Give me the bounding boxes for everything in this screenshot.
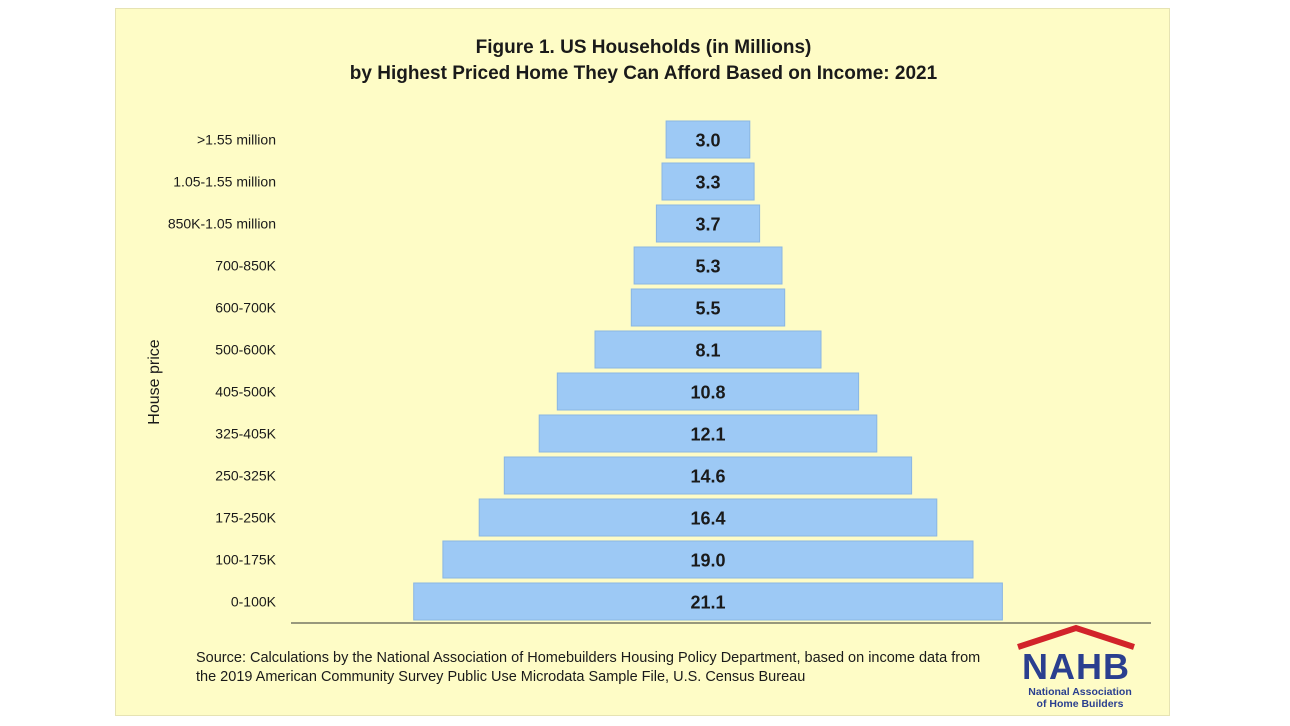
bar-value-label: 5.3 [695,257,720,277]
chart-subtitle: by Highest Priced Home They Can Afford B… [349,63,938,84]
category-tick-label: 100-175K [215,552,276,568]
category-tick-label: 850K-1.05 million [168,216,276,232]
y-axis-label: House price [146,339,163,424]
category-tick-label: 1.05-1.55 million [173,174,276,190]
bar-value-label: 14.6 [690,467,725,487]
bar-3 [633,246,783,285]
category-tick-label: 325-405K [215,426,276,442]
bar-value-label: 10.8 [690,383,725,403]
bar-0 [665,120,751,159]
bar-2 [655,204,761,243]
bar-value-label: 19.0 [690,551,725,571]
logo-subtitle-line2: of Home Builders [1037,698,1124,710]
bar-value-label: 21.1 [690,593,725,613]
bar-6 [556,372,860,411]
category-tick-label: 250-325K [215,468,276,484]
chart-panel: Figure 1. US Households (in Millions) by… [115,8,1170,716]
logo-subtitle-line1: National Association [1028,686,1131,698]
bar-5 [594,330,822,369]
bar-7 [538,414,878,453]
bar-4 [630,288,786,327]
pyramid-bar-chart: House price 3.0 >1.55 million 3.3 1.05-1.55… [146,120,1151,624]
bar-value-label: 3.0 [695,131,720,151]
chart-title: Figure 1. US Households (in Millions) [475,37,812,58]
category-tick-label: 0-100K [231,594,277,610]
roof-icon [1017,624,1135,650]
logo-wordmark: NAHB [1022,646,1130,687]
category-tick-label: 600-700K [215,300,276,316]
category-tick-label: 500-600K [215,342,276,358]
bar-11 [413,582,1003,621]
source-note: Source: Calculations by the National Ass… [196,650,981,685]
bar-9 [478,498,938,537]
bar-1 [661,162,755,201]
bar-value-label: 8.1 [695,341,720,361]
bar-10 [442,540,974,579]
bar-value-label: 3.7 [695,215,720,235]
category-tick-label: 700-850K [215,258,276,274]
bar-8 [503,456,913,495]
bar-value-label: 3.3 [695,173,720,193]
category-tick-label: >1.55 million [197,132,276,148]
bar-value-label: 5.5 [695,299,720,319]
category-tick-label: 405-500K [215,384,276,400]
category-tick-label: 175-250K [215,510,276,526]
bar-value-label: 12.1 [690,425,725,445]
bar-value-label: 16.4 [690,509,725,529]
nahb-logo: NAHB National Association of Home Builde… [1017,624,1135,710]
